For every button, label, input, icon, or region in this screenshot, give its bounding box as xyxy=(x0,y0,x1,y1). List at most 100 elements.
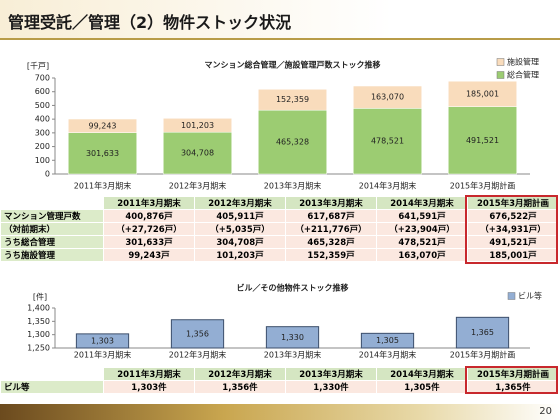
x-tick-label: 2012年3月期末 xyxy=(169,350,226,360)
chart-title: ビル／その他物件ストック推移 xyxy=(237,283,349,293)
chart-title: マンション総合管理／施設管理戸数ストック推移 xyxy=(205,60,381,70)
row-label: （対前期末） xyxy=(0,222,104,236)
table-cell: 641,591戸 xyxy=(376,209,468,223)
table-cell: 1,365件 xyxy=(467,380,559,394)
y-tick-label: 200 xyxy=(35,142,50,151)
highlight-box xyxy=(465,195,558,264)
bar xyxy=(163,131,232,175)
legend-swatch xyxy=(507,292,516,300)
y-tick-label: 1,350 xyxy=(27,317,50,326)
table-cell: （+23,904戸） xyxy=(376,222,468,236)
table-cell: 400,876戸 xyxy=(103,209,195,223)
table-row: （対前期末） （+27,726戸） （+5,035戸） （+211,776戸） （+23… xyxy=(0,222,559,236)
column-header: 2013年3月期末 xyxy=(285,367,377,381)
table-cell: 185,001戸 xyxy=(467,248,559,262)
page-number: 20 xyxy=(539,406,552,417)
legend-swatch xyxy=(496,58,505,66)
value-label: 163,070 xyxy=(371,93,404,102)
value-label: 99,243 xyxy=(89,121,117,130)
y-tick-label: 1,400 xyxy=(27,304,50,313)
table-corner xyxy=(0,196,104,210)
table-cell: （+211,776戸） xyxy=(285,222,377,236)
table-cell: 301,633戸 xyxy=(103,235,195,249)
bar xyxy=(170,319,225,349)
row-label: うち施設管理 xyxy=(0,248,104,262)
table-cell: （+5,035戸） xyxy=(194,222,286,236)
bar xyxy=(455,316,510,349)
table-cell: 478,521戸 xyxy=(376,235,468,249)
bar xyxy=(353,108,422,175)
legend-swatch xyxy=(496,71,505,79)
table-cell: 465,328戸 xyxy=(285,235,377,249)
x-tick-label: 2015年3月期計画 xyxy=(450,181,515,191)
value-label: 185,001 xyxy=(466,89,499,98)
x-tick-label: 2014年3月期末 xyxy=(359,350,416,360)
value-label: 101,203 xyxy=(181,121,214,130)
column-header: 2011年3月期末 xyxy=(103,367,195,381)
bar xyxy=(163,118,232,133)
column-header: 2012年3月期末 xyxy=(194,196,286,210)
bar xyxy=(68,118,137,133)
y-tick-label: 700 xyxy=(35,74,50,83)
x-tick-label: 2013年3月期末 xyxy=(264,181,321,191)
bar xyxy=(448,106,517,175)
y-tick-label: 400 xyxy=(35,115,50,124)
value-label: 304,708 xyxy=(181,149,214,158)
legend-label: 総合管理 xyxy=(507,70,539,80)
x-tick-label: 2015年3月期計画 xyxy=(450,350,515,360)
bar xyxy=(360,332,415,349)
x-tick-label: 2011年3月期末 xyxy=(74,181,131,191)
table-row: うち施設管理 99,243戸 101,203戸 152,359戸 163,070戸 185… xyxy=(0,248,559,262)
table-cell: 1,303件 xyxy=(103,380,195,394)
y-unit: [件] xyxy=(33,292,47,302)
value-label: 1,303 xyxy=(91,336,114,345)
value-label: 301,633 xyxy=(86,149,119,158)
value-label: 1,356 xyxy=(186,329,209,338)
column-header: 2013年3月期末 xyxy=(285,196,377,210)
y-tick-label: 500 xyxy=(35,101,50,110)
data-table: 2011年3月期末 2012年3月期末 2013年3月期末 2014年3月期末 2015… xyxy=(0,367,559,394)
table-cell: 617,687戸 xyxy=(285,209,377,223)
value-label: 1,365 xyxy=(471,328,494,337)
row-label: ビル等 xyxy=(0,380,104,394)
value-label: 152,359 xyxy=(276,95,309,104)
table-cell: 1,330件 xyxy=(285,380,377,394)
table-cell: 163,070戸 xyxy=(376,248,468,262)
bar xyxy=(258,109,327,175)
table-cell: 676,522戸 xyxy=(467,209,559,223)
y-tick-label: 1,300 xyxy=(27,330,50,339)
bar xyxy=(68,132,137,175)
bar xyxy=(75,333,130,349)
data-table: 2011年3月期末 2012年3月期末 2013年3月期末 2014年3月期末 2015… xyxy=(0,196,559,262)
table-row: ビル等 1,303件 1,356件 1,330件 1,305件 1,365件 xyxy=(0,380,559,394)
table-cell: （+27,726戸） xyxy=(103,222,195,236)
table-cell: 304,708戸 xyxy=(194,235,286,249)
highlight-box xyxy=(465,366,558,394)
column-header: 2012年3月期末 xyxy=(194,367,286,381)
bar xyxy=(448,80,517,107)
legend-label: ビル等 xyxy=(518,291,542,301)
table-cell: 99,243戸 xyxy=(103,248,195,262)
y-tick-label: 600 xyxy=(35,87,50,96)
bar xyxy=(353,85,422,109)
table-cell: 1,305件 xyxy=(376,380,468,394)
table-header-row: 2011年3月期末 2012年3月期末 2013年3月期末 2014年3月期末 2015… xyxy=(0,196,559,210)
table-cell: 101,203戸 xyxy=(194,248,286,262)
value-label: 491,521 xyxy=(466,136,499,145)
row-label: マンション管理戸数 xyxy=(0,209,104,223)
bar xyxy=(258,89,327,111)
value-label: 1,305 xyxy=(376,336,399,345)
legend-label: 施設管理 xyxy=(507,57,539,67)
x-tick-label: 2012年3月期末 xyxy=(169,181,226,191)
value-label: 1,330 xyxy=(281,333,304,342)
column-header: 2011年3月期末 xyxy=(103,196,195,210)
value-label: 478,521 xyxy=(371,137,404,146)
table-cell: 1,356件 xyxy=(194,380,286,394)
table-corner xyxy=(0,367,104,381)
y-unit: [千戸] xyxy=(27,61,49,71)
column-header: 2014年3月期末 xyxy=(376,367,468,381)
x-tick-label: 2013年3月期末 xyxy=(264,350,321,360)
table-cell: 405,911戸 xyxy=(194,209,286,223)
